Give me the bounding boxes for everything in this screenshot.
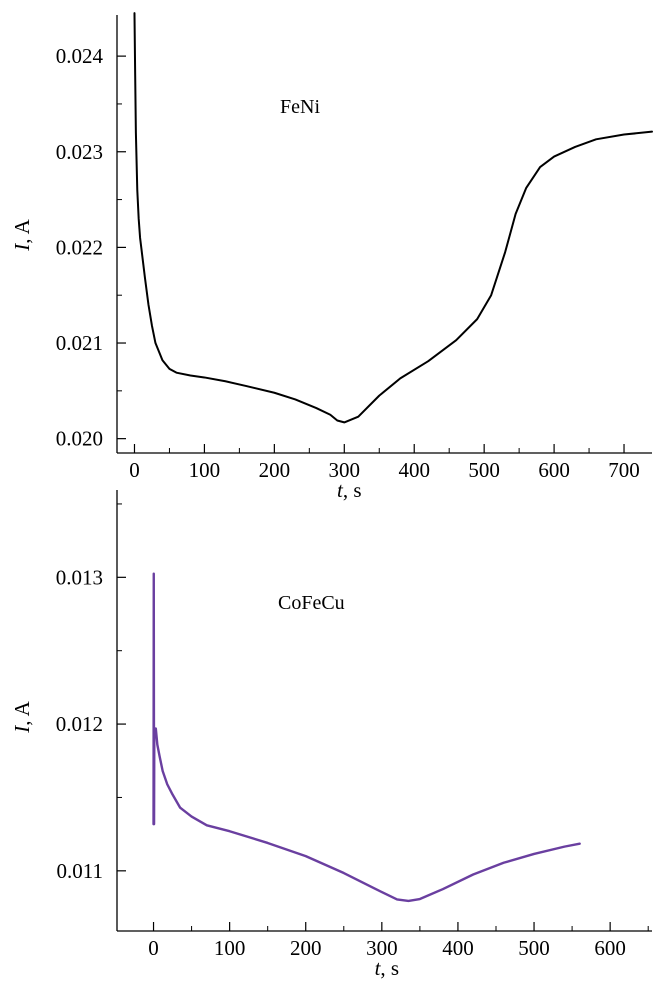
x-axis-unit: , s: [380, 956, 399, 980]
x-tick-label: 400: [442, 936, 474, 960]
panel-cofecu: 0.011 0.012 0.013 0 100 200 300 400 500 600 CoFeCu…: [10, 490, 652, 980]
panel-feni: 0.020 0.021 0.022 0.023 0.024 0 100 200 300 400 50…: [10, 12, 653, 502]
y-axis-variable: I: [10, 725, 34, 734]
series-annotation: FeNi: [280, 96, 320, 118]
y-axis-variable: I: [10, 243, 34, 252]
y-axis-unit: , A: [10, 218, 34, 243]
series-annotation: CoFeCu: [278, 592, 345, 614]
x-tick-label: 300: [366, 936, 398, 960]
x-tick-label: 600: [538, 458, 570, 482]
x-axis-unit: , s: [343, 478, 362, 502]
y-tick-label: 0.013: [56, 565, 103, 589]
x-axis-label: t, s: [337, 478, 362, 502]
x-tick-label: 200: [290, 936, 322, 960]
y-tick-label: 0.023: [56, 140, 103, 164]
x-tick-label: 0: [129, 458, 140, 482]
x-axis-label: t, s: [375, 956, 400, 980]
x-tick-label: 300: [329, 458, 361, 482]
series-line-0: [152, 572, 581, 903]
x-tick-label: 0: [148, 936, 159, 960]
y-tick-label: 0.021: [56, 331, 103, 355]
y-tick-label: 0.011: [57, 859, 103, 883]
y-axis-label: I, A: [10, 218, 34, 251]
x-tick-label: 700: [608, 458, 640, 482]
y-axis-unit: , A: [10, 700, 34, 725]
x-tick-label: 600: [594, 936, 626, 960]
x-axis-variable: t: [375, 956, 382, 980]
y-tick-label: 0.020: [56, 427, 103, 451]
x-tick-label: 100: [189, 458, 221, 482]
y-tick-label: 0.024: [56, 44, 104, 68]
x-tick-label: 500: [518, 936, 550, 960]
x-tick-label: 200: [259, 458, 291, 482]
y-axis-label: I, A: [10, 700, 34, 733]
series-line-0: [133, 12, 653, 424]
x-tick-label: 500: [468, 458, 500, 482]
y-tick-label: 0.022: [56, 235, 103, 259]
x-tick-label: 400: [398, 458, 430, 482]
x-axis-variable: t: [337, 478, 344, 502]
y-tick-label: 0.012: [56, 712, 103, 736]
x-tick-label: 100: [214, 936, 246, 960]
